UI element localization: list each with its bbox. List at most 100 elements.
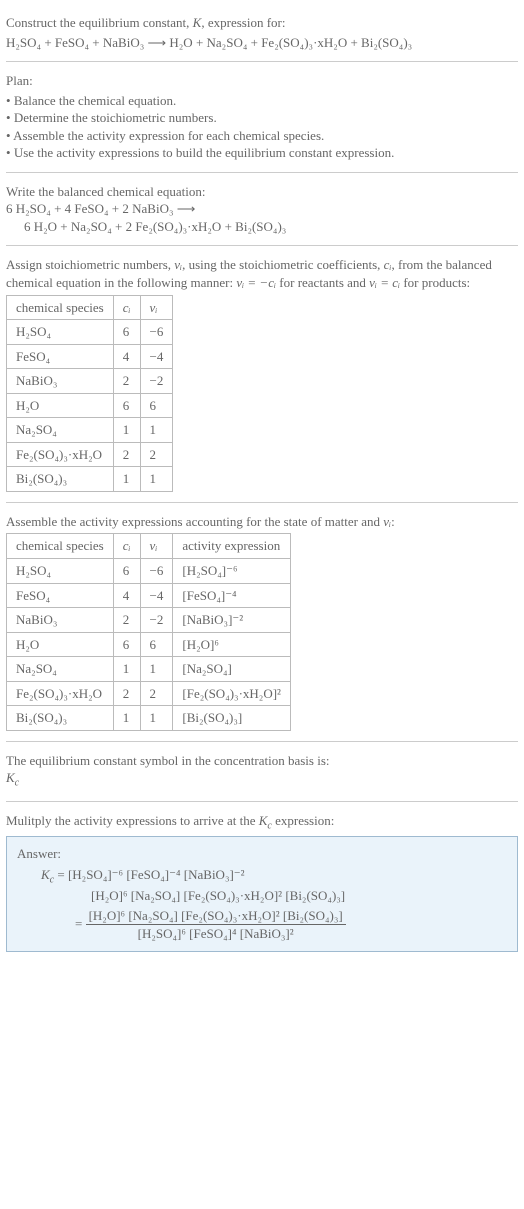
stoich-text: , using the stoichiometric coefficients, xyxy=(182,257,384,272)
col-ci: cᵢ xyxy=(113,295,140,320)
stoich-eq2: νᵢ = cᵢ xyxy=(369,275,400,290)
col-species: chemical species xyxy=(7,295,114,320)
plan-list: Balance the chemical equation. Determine… xyxy=(6,92,518,162)
table-row: Na₂SO₄11 xyxy=(7,418,173,443)
multiply: Mulitply the activity expressions to arr… xyxy=(6,806,518,958)
cell: −4 xyxy=(140,344,173,369)
col-vi: νᵢ xyxy=(140,295,173,320)
cell: 1 xyxy=(140,706,173,731)
eqconst: The equilibrium constant symbol in the c… xyxy=(6,746,518,797)
stoich: Assign stoichiometric numbers, νᵢ, using… xyxy=(6,250,518,497)
intro: Construct the equilibrium constant, K, e… xyxy=(6,8,518,57)
multiply-text: Mulitply the activity expressions to arr… xyxy=(6,813,259,828)
cell: 1 xyxy=(140,418,173,443)
cell: H₂O xyxy=(7,393,114,418)
cell: −2 xyxy=(140,608,173,633)
cell: 1 xyxy=(113,706,140,731)
cell: 6 xyxy=(140,632,173,657)
cell: −4 xyxy=(140,583,173,608)
plan-item: Use the activity expressions to build th… xyxy=(6,144,518,162)
col-ci: cᵢ xyxy=(113,534,140,559)
table-row: H₂O66[H₂O]⁶ xyxy=(7,632,291,657)
cell: 2 xyxy=(140,681,173,706)
answer-denominator: [H₂SO₄]⁶ [FeSO₄]⁴ [NaBiO₃]² xyxy=(86,925,346,943)
table-row: NaBiO₃2−2 xyxy=(7,369,173,394)
cell: 6 xyxy=(113,632,140,657)
cell: Bi₂(SO₄)₃ xyxy=(7,706,114,731)
plan: Plan: Balance the chemical equation. Det… xyxy=(6,66,518,168)
cell: 1 xyxy=(140,467,173,492)
cell: 6 xyxy=(113,393,140,418)
cell: [Na₂SO₄] xyxy=(173,657,291,682)
table-row: Na₂SO₄11[Na₂SO₄] xyxy=(7,657,291,682)
answer-line2: [H₂O]⁶ [Na₂SO₄] [Fe₂(SO₄)₃·xH₂O]² [Bi₂(S… xyxy=(41,887,507,905)
answer-frac-line: = [H₂O]⁶ [Na₂SO₄] [Fe₂(SO₄)₃·xH₂O]² [Bi₂… xyxy=(41,907,507,943)
activity-vi: νᵢ xyxy=(383,514,391,529)
cell: Fe₂(SO₄)₃·xH₂O xyxy=(7,442,114,467)
activity-text: : xyxy=(391,514,395,529)
balanced-title: Write the balanced chemical equation: xyxy=(6,183,518,201)
cell: Fe₂(SO₄)₃·xH₂O xyxy=(7,681,114,706)
stoich-text: for reactants and xyxy=(276,275,369,290)
intro-text-b: , expression for: xyxy=(201,15,285,30)
answer-eq: = xyxy=(75,916,86,931)
table-row: Fe₂(SO₄)₃·xH₂O22 xyxy=(7,442,173,467)
divider xyxy=(6,502,518,503)
plan-item: Balance the chemical equation. xyxy=(6,92,518,110)
answer-box: Answer: Kc = [H₂SO₄]⁻⁶ [FeSO₄]⁻⁴ [NaBiO₃… xyxy=(6,836,518,952)
balanced-line1: 6 H₂SO₄ + 4 FeSO₄ + 2 NaBiO₃ ⟶ xyxy=(6,200,518,218)
cell: [FeSO₄]⁻⁴ xyxy=(173,583,291,608)
answer-line1: Kc = [H₂SO₄]⁻⁶ [FeSO₄]⁻⁴ [NaBiO₃]⁻² xyxy=(41,866,507,887)
answer-numerator: [H₂O]⁶ [Na₂SO₄] [Fe₂(SO₄)₃·xH₂O]² [Bi₂(S… xyxy=(86,907,346,926)
activity-text: Assemble the activity expressions accoun… xyxy=(6,514,383,529)
cell: [Fe₂(SO₄)₃·xH₂O]² xyxy=(173,681,291,706)
cell: 1 xyxy=(113,418,140,443)
cell: FeSO₄ xyxy=(7,583,114,608)
cell: [NaBiO₃]⁻² xyxy=(173,608,291,633)
divider xyxy=(6,172,518,173)
stoich-table: chemical species cᵢ νᵢ H₂SO₄6−6 FeSO₄4−4… xyxy=(6,295,173,492)
intro-reaction: H₂SO₄ + FeSO₄ + NaBiO₃ ⟶ H₂O + Na₂SO₄ + … xyxy=(6,34,518,52)
cell: 2 xyxy=(113,681,140,706)
cell: Na₂SO₄ xyxy=(7,657,114,682)
cell: 2 xyxy=(113,608,140,633)
col-species: chemical species xyxy=(7,534,114,559)
col-vi: νᵢ xyxy=(140,534,173,559)
plan-item: Determine the stoichiometric numbers. xyxy=(6,109,518,127)
cell: NaBiO₃ xyxy=(7,369,114,394)
answer-label: Answer: xyxy=(17,845,507,863)
cell: H₂SO₄ xyxy=(7,320,114,345)
cell: H₂O xyxy=(7,632,114,657)
table-row: Bi₂(SO₄)₃11 xyxy=(7,467,173,492)
answer-fraction: [H₂O]⁶ [Na₂SO₄] [Fe₂(SO₄)₃·xH₂O]² [Bi₂(S… xyxy=(86,907,346,943)
cell: 4 xyxy=(113,344,140,369)
multiply-kc: Kc xyxy=(259,813,272,828)
cell: Bi₂(SO₄)₃ xyxy=(7,467,114,492)
balanced-line2: 6 H₂O + Na₂SO₄ + 2 Fe₂(SO₄)₃·xH₂O + Bi₂(… xyxy=(6,218,518,236)
balanced: Write the balanced chemical equation: 6 … xyxy=(6,177,518,242)
table-row: Bi₂(SO₄)₃11[Bi₂(SO₄)₃] xyxy=(7,706,291,731)
cell: Na₂SO₄ xyxy=(7,418,114,443)
table-row: H₂O66 xyxy=(7,393,173,418)
table-row: FeSO₄4−4 xyxy=(7,344,173,369)
activity-table: chemical species cᵢ νᵢ activity expressi… xyxy=(6,533,291,730)
activity: Assemble the activity expressions accoun… xyxy=(6,507,518,737)
plan-item: Assemble the activity expression for eac… xyxy=(6,127,518,145)
multiply-text: expression: xyxy=(272,813,334,828)
plan-title: Plan: xyxy=(6,72,518,90)
cell: FeSO₄ xyxy=(7,344,114,369)
cell: 2 xyxy=(113,442,140,467)
table-row: H₂SO₄6−6[H₂SO₄]⁻⁶ xyxy=(7,559,291,584)
divider xyxy=(6,741,518,742)
cell: 1 xyxy=(113,467,140,492)
cell: 2 xyxy=(140,442,173,467)
cell: 6 xyxy=(140,393,173,418)
cell: [Bi₂(SO₄)₃] xyxy=(173,706,291,731)
stoich-eq1: νᵢ = −cᵢ xyxy=(236,275,276,290)
table-row: H₂SO₄6−6 xyxy=(7,320,173,345)
divider xyxy=(6,245,518,246)
eqconst-text: The equilibrium constant symbol in the c… xyxy=(6,752,518,770)
cell: 1 xyxy=(113,657,140,682)
cell: 2 xyxy=(113,369,140,394)
answer-expr1: = [H₂SO₄]⁻⁶ [FeSO₄]⁻⁴ [NaBiO₃]⁻² xyxy=(54,867,244,882)
